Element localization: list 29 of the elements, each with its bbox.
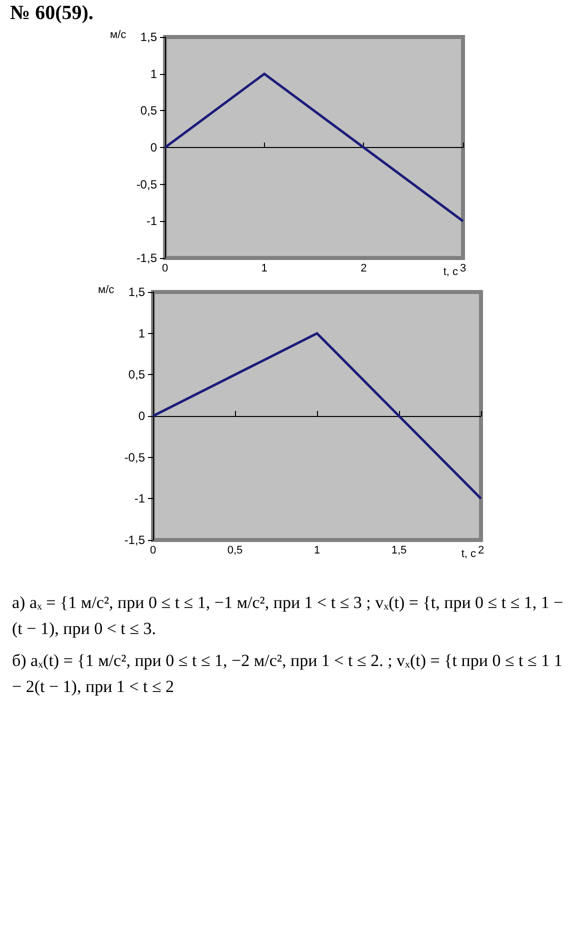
y-tick-label: -1 <box>134 492 146 506</box>
y-tick-label: -1 <box>146 214 158 228</box>
y-tick-label: 0,5 <box>128 368 146 382</box>
x-tick-label: 1 <box>314 544 320 556</box>
y-axis-title: м/с <box>98 284 114 296</box>
y-tick-label: 0 <box>150 140 158 154</box>
y-tick-label: 1 <box>150 66 158 81</box>
x-tick-label: 2 <box>478 544 484 556</box>
y-tick-label: -0,5 <box>124 450 146 464</box>
y-tick-label: 0,5 <box>140 104 158 118</box>
x-axis-title: t, с <box>461 548 476 560</box>
y-tick-label: -1,5 <box>124 533 146 547</box>
chart-title: № 60(59). <box>10 2 94 25</box>
y-tick-label: 0 <box>138 409 146 423</box>
text: а) aₓ = {1 м/с², при 0 ≤ t ≤ 1, −1 м/с², при 1 < t ≤ 3 ; vₓ(t) = {t, при 0 ≤ t ≤ 1, 1 − (t − 1), при 0 < t ≤ 3. <box>12 592 564 640</box>
x-tick-label: 0 <box>162 262 168 274</box>
x-tick-label: 2 <box>360 262 367 274</box>
y-tick-label: 1,5 <box>128 285 146 299</box>
x-tick-label: 3 <box>460 262 466 274</box>
y-axis-title: м/с <box>110 29 126 41</box>
x-tick-label: 1,5 <box>391 544 407 556</box>
text: б) aₓ(t) = {1 м/с², при 0 ≤ t ≤ 1, −2 м/с², при 1 < t ≤ 2. ; vₓ(t) = {t при 0 ≤ t ≤ 1 1 − 2(t − 1), при 1 < t ≤ 2 <box>12 650 564 698</box>
x-tick-label: 0,5 <box>227 544 243 556</box>
x-axis-title: t, с <box>443 266 458 278</box>
y-tick-label: -1,5 <box>136 251 158 265</box>
y-tick-label: 1,5 <box>140 30 158 44</box>
y-tick-label: -0,5 <box>136 177 158 192</box>
y-tick-label: 1 <box>138 326 146 340</box>
x-tick-label: 1 <box>261 262 268 274</box>
